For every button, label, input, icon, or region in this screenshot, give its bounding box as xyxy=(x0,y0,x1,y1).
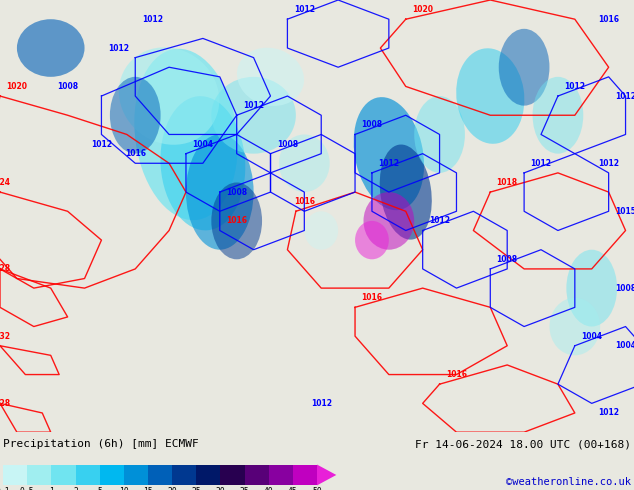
Text: 1012: 1012 xyxy=(141,15,163,24)
Ellipse shape xyxy=(354,97,424,210)
Ellipse shape xyxy=(119,48,219,145)
Text: 1008: 1008 xyxy=(57,82,78,91)
Bar xyxy=(172,465,197,486)
Text: 1016: 1016 xyxy=(446,370,467,379)
Text: 40: 40 xyxy=(264,487,274,490)
Ellipse shape xyxy=(380,145,432,240)
Text: 1032: 1032 xyxy=(0,332,11,341)
Text: 1004: 1004 xyxy=(192,140,214,148)
Text: 1012: 1012 xyxy=(243,101,264,110)
Bar xyxy=(51,465,75,486)
Bar xyxy=(269,465,293,486)
Text: 25: 25 xyxy=(191,487,201,490)
Ellipse shape xyxy=(414,96,465,173)
Text: 15: 15 xyxy=(143,487,153,490)
Text: Precipitation (6h) [mm] ECMWF: Precipitation (6h) [mm] ECMWF xyxy=(3,439,199,449)
Ellipse shape xyxy=(566,250,617,326)
Bar xyxy=(245,465,269,486)
Text: 0.1: 0.1 xyxy=(0,487,11,490)
Text: 1016: 1016 xyxy=(226,217,247,225)
Text: 30: 30 xyxy=(216,487,225,490)
Bar xyxy=(221,465,245,486)
Ellipse shape xyxy=(550,298,600,355)
Text: 1012: 1012 xyxy=(378,159,399,168)
Text: 1028: 1028 xyxy=(0,399,11,408)
Text: 1008: 1008 xyxy=(496,255,518,264)
Text: Fr 14-06-2024 18.00 UTC (00+168): Fr 14-06-2024 18.00 UTC (00+168) xyxy=(415,439,631,449)
Text: 1012: 1012 xyxy=(429,217,450,225)
Bar xyxy=(197,465,221,486)
Text: 1012: 1012 xyxy=(615,92,634,100)
Ellipse shape xyxy=(499,29,550,106)
Text: 1012: 1012 xyxy=(598,409,619,417)
Text: ©weatheronline.co.uk: ©weatheronline.co.uk xyxy=(506,477,631,487)
Ellipse shape xyxy=(279,134,330,192)
Text: 1020: 1020 xyxy=(6,82,27,91)
Ellipse shape xyxy=(134,49,238,220)
Text: 2: 2 xyxy=(73,487,78,490)
Text: 1008: 1008 xyxy=(226,188,247,196)
Bar xyxy=(148,465,172,486)
Ellipse shape xyxy=(237,48,304,106)
Text: 1008: 1008 xyxy=(361,121,382,129)
Text: 1018: 1018 xyxy=(496,178,518,187)
Text: 10: 10 xyxy=(119,487,129,490)
Text: 1012: 1012 xyxy=(598,159,619,168)
Text: 1012: 1012 xyxy=(91,140,112,148)
Ellipse shape xyxy=(211,77,296,154)
Text: 1012: 1012 xyxy=(311,399,332,408)
Ellipse shape xyxy=(186,134,254,250)
Text: 1020: 1020 xyxy=(412,5,433,14)
Text: 1012: 1012 xyxy=(531,159,552,168)
Text: 1008: 1008 xyxy=(615,284,634,293)
Polygon shape xyxy=(317,465,336,486)
Text: 45: 45 xyxy=(288,487,298,490)
Ellipse shape xyxy=(304,211,338,250)
Text: 1015: 1015 xyxy=(615,207,634,216)
Text: 1008: 1008 xyxy=(277,140,298,148)
Text: 35: 35 xyxy=(240,487,249,490)
Ellipse shape xyxy=(160,96,245,230)
Text: 0.5: 0.5 xyxy=(20,487,35,490)
Text: 1016: 1016 xyxy=(598,15,619,24)
Text: 1004: 1004 xyxy=(615,341,634,350)
Text: 1016: 1016 xyxy=(361,293,382,302)
Bar xyxy=(75,465,100,486)
Bar xyxy=(100,465,124,486)
Ellipse shape xyxy=(17,19,84,77)
Ellipse shape xyxy=(456,49,524,144)
Text: 1024: 1024 xyxy=(0,178,11,187)
Text: 20: 20 xyxy=(167,487,177,490)
Bar xyxy=(3,465,27,486)
Text: 1016: 1016 xyxy=(125,149,146,158)
Ellipse shape xyxy=(211,182,262,259)
Text: 1028: 1028 xyxy=(0,265,11,273)
Ellipse shape xyxy=(363,192,414,250)
Text: 5: 5 xyxy=(97,487,102,490)
Bar xyxy=(27,465,51,486)
Text: 1012: 1012 xyxy=(564,82,585,91)
Text: 1016: 1016 xyxy=(294,197,315,206)
Ellipse shape xyxy=(533,77,583,154)
Ellipse shape xyxy=(110,77,160,154)
Bar xyxy=(124,465,148,486)
Text: 50: 50 xyxy=(312,487,322,490)
Text: 1012: 1012 xyxy=(294,5,315,14)
Bar xyxy=(293,465,317,486)
Text: 1012: 1012 xyxy=(108,44,129,52)
Ellipse shape xyxy=(355,221,389,259)
Text: 1: 1 xyxy=(49,487,54,490)
Text: 1004: 1004 xyxy=(581,332,602,341)
